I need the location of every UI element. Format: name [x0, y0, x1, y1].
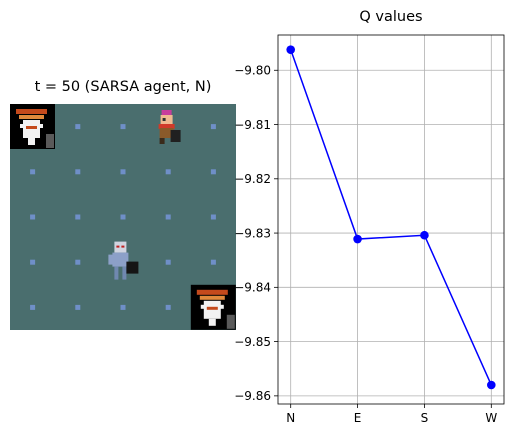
- x-tick-label: N: [286, 411, 295, 425]
- data-point: [353, 234, 362, 244]
- grid-dot: [210, 214, 216, 220]
- y-tick-label: −9.85: [234, 335, 271, 349]
- grid-dot: [165, 169, 171, 175]
- grid-dot: [210, 124, 216, 130]
- goal-totem-icon: [10, 104, 55, 149]
- gridworld-canvas: [10, 104, 236, 330]
- y-tick-label: −9.83: [234, 226, 271, 240]
- grid-dot: [165, 304, 171, 310]
- grid-dot: [210, 259, 216, 265]
- grid-dot: [30, 169, 36, 175]
- grid-dot: [75, 169, 81, 175]
- hero-sprite-icon: [158, 110, 181, 144]
- grid-dot: [120, 214, 126, 220]
- grid-dot: [75, 304, 81, 310]
- x-tick-label: W: [485, 411, 497, 425]
- grid-dot: [30, 214, 36, 220]
- grid-dot: [210, 169, 216, 175]
- y-tick-label: −9.82: [234, 172, 271, 186]
- data-point: [420, 230, 429, 240]
- grid-dot: [75, 214, 81, 220]
- grid-panel-title: t = 50 (SARSA agent, N): [34, 79, 212, 95]
- data-point: [487, 380, 496, 390]
- y-tick-label: −9.86: [234, 389, 271, 403]
- y-tick-label: −9.80: [234, 64, 271, 78]
- grid-dot: [120, 124, 126, 130]
- gridworld-panel: [10, 104, 236, 330]
- x-tick-label: S: [421, 411, 429, 425]
- y-tick-label: −9.84: [234, 281, 271, 295]
- grid-dot: [75, 124, 81, 130]
- plot-frame: [277, 34, 505, 405]
- agent-sprite-icon: [108, 241, 139, 280]
- data-point: [286, 45, 296, 54]
- goal-totem-icon: [190, 284, 236, 330]
- x-tick-label: E: [354, 411, 362, 425]
- grid-dot: [30, 304, 36, 310]
- grid-dot: [165, 214, 171, 220]
- series-line: [289, 49, 492, 386]
- grid-dot: [120, 169, 126, 175]
- grid-dot: [30, 259, 36, 265]
- y-tick-label: −9.81: [234, 118, 271, 132]
- grid-dot: [120, 304, 126, 310]
- chart-title: Q values: [359, 9, 423, 25]
- grid-dot: [165, 259, 171, 265]
- grid-dot: [75, 259, 81, 265]
